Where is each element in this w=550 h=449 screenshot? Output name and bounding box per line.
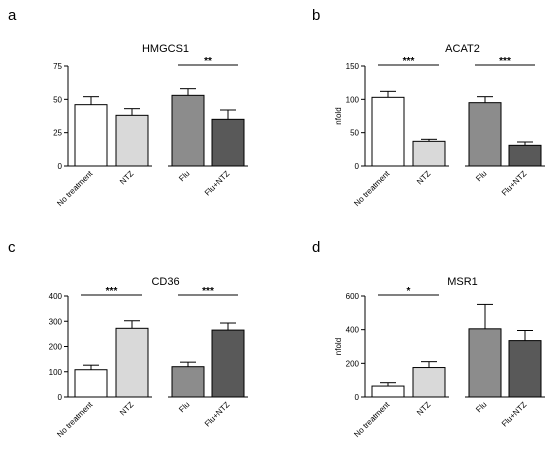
x-category-label: Flu: [474, 169, 488, 183]
x-category-label: Flu+NTZ: [500, 169, 529, 198]
bar-2: [171, 94, 205, 167]
chart-title: ACAT2: [445, 43, 480, 55]
y-tick-label: 0: [58, 393, 63, 402]
y-tick-label: 150: [346, 62, 360, 71]
significance-label: *: [407, 286, 411, 297]
y-tick-label: 300: [49, 317, 63, 326]
bar-2: [468, 328, 502, 398]
significance-label: ***: [202, 286, 214, 297]
bar-1: [115, 114, 149, 167]
bar-2: [171, 366, 205, 398]
x-category-label: Flu+NTZ: [203, 169, 232, 198]
y-tick-label: 600: [346, 292, 360, 301]
x-category-label: No treatment: [352, 400, 392, 440]
chart-panel-c: c 0 100 200 300 400 No treatment NTZ Flu Flu+NTZ C…: [8, 239, 248, 439]
y-axis-label: nfold: [334, 107, 343, 124]
y-tick-label: 0: [355, 393, 360, 402]
y-tick-label: 75: [53, 62, 62, 71]
significance-label: ***: [106, 286, 118, 297]
y-axis-label: nfold: [334, 338, 343, 355]
y-tick-label: 0: [355, 162, 360, 171]
x-category-label: NTZ: [415, 400, 432, 417]
bar-0: [74, 104, 108, 167]
bar-1: [412, 140, 446, 167]
significance-label: ***: [403, 56, 415, 67]
x-category-label: NTZ: [118, 169, 135, 186]
chart-title: MSR1: [447, 276, 478, 288]
chart-title: CD36: [151, 276, 179, 288]
y-tick-label: 50: [350, 129, 359, 138]
bar-3: [211, 118, 245, 167]
y-tick-label: 100: [346, 95, 360, 104]
panel-letter: a: [8, 7, 17, 24]
panel-letter: b: [312, 7, 320, 24]
bar-2: [468, 102, 502, 167]
x-category-label: NTZ: [415, 169, 432, 186]
y-tick-label: 25: [53, 129, 62, 138]
x-category-label: No treatment: [352, 169, 392, 209]
y-tick-label: 200: [346, 359, 360, 368]
x-category-label: Flu+NTZ: [500, 400, 529, 429]
x-category-label: Flu: [177, 400, 191, 414]
bar-0: [74, 369, 108, 398]
bar-1: [115, 327, 149, 398]
bar-0: [371, 96, 405, 167]
panel-letter: d: [312, 239, 320, 256]
y-tick-label: 200: [49, 343, 63, 352]
significance-label: ***: [499, 56, 511, 67]
bar-3: [211, 329, 245, 398]
y-tick-label: 400: [49, 292, 63, 301]
significance-label: **: [204, 56, 212, 67]
y-tick-label: 400: [346, 326, 360, 335]
chart-panel-b: b 0 50 100 150 No treatment NTZ Flu Flu+NTZ ACAT2…: [312, 7, 545, 208]
panel-letter: c: [8, 239, 16, 256]
chart-panel-a: a 0 25 50 75 No treatment NTZ Flu Flu+NTZ HMGCS1 *…: [8, 7, 248, 208]
x-category-label: Flu+NTZ: [203, 400, 232, 429]
x-category-label: No treatment: [55, 169, 95, 209]
x-category-label: No treatment: [55, 400, 95, 440]
y-tick-label: 100: [49, 368, 63, 377]
bar-3: [508, 144, 542, 167]
bar-1: [412, 367, 446, 398]
bar-0: [371, 385, 405, 398]
bar-3: [508, 340, 542, 398]
x-category-label: Flu: [474, 400, 488, 414]
y-tick-label: 0: [58, 162, 63, 171]
y-tick-label: 50: [53, 95, 62, 104]
chart-panel-d: d 0 200 400 600 No treatment NTZ Flu Flu+NTZ MSR1…: [312, 239, 545, 439]
x-category-label: NTZ: [118, 400, 135, 417]
chart-title: HMGCS1: [142, 43, 189, 55]
x-category-label: Flu: [177, 169, 191, 183]
